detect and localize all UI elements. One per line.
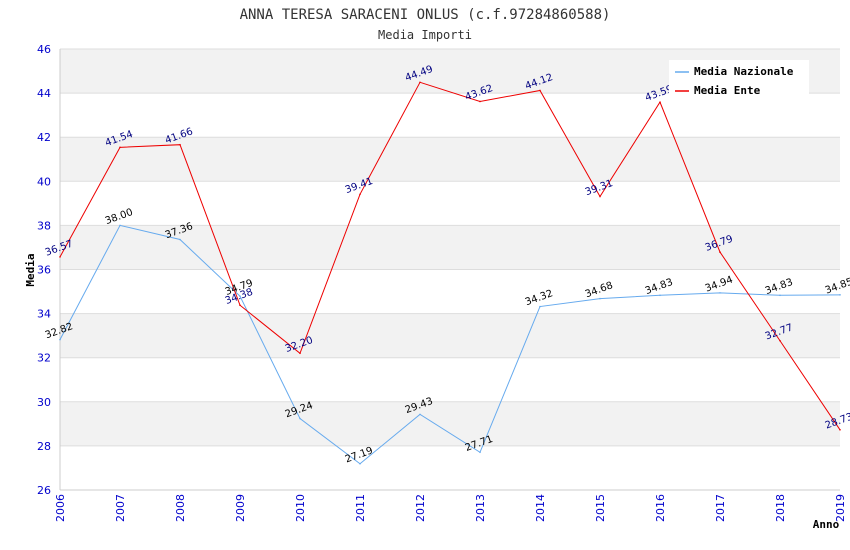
x-tick-label: 2019 (834, 494, 847, 522)
data-point (59, 338, 61, 341)
data-point (119, 146, 121, 149)
grid-bands (60, 49, 840, 446)
data-point (359, 462, 361, 465)
x-tick-label: 2013 (474, 494, 487, 522)
chart-title: ANNA TERESA SARACENI ONLUS (c.f.97284860… (240, 7, 611, 23)
legend-background (669, 60, 809, 98)
x-tick-label: 2010 (294, 494, 307, 522)
y-tick-label: 30 (37, 396, 51, 409)
data-point (479, 451, 481, 454)
x-tick-label: 2006 (54, 494, 67, 522)
grid-band (60, 225, 840, 270)
data-point (299, 417, 301, 420)
series-lines (59, 81, 841, 465)
x-tick-label: 2011 (354, 494, 367, 522)
y-tick-label: 44 (37, 87, 51, 100)
data-point (539, 89, 541, 92)
grid-band (60, 401, 840, 446)
y-tick-label: 28 (37, 440, 51, 453)
y-tick-label: 40 (37, 175, 51, 188)
y-tick-label: 26 (37, 484, 51, 497)
y-tick-label: 32 (37, 352, 51, 365)
data-point (239, 304, 241, 307)
x-tick-label: 2012 (414, 494, 427, 522)
legend-label-media-ente: Media Ente (694, 84, 761, 97)
x-axis-label: Anno (813, 518, 840, 531)
legend-label-media-nazionale: Media Nazionale (694, 65, 794, 78)
data-point (659, 294, 661, 297)
x-tick-label: 2008 (174, 494, 187, 522)
data-point (59, 256, 61, 258)
grid-band (60, 137, 840, 182)
data-point (659, 101, 661, 103)
legend: Media Nazionale Media Ente (669, 60, 809, 98)
data-point (599, 195, 601, 198)
data-label: 27.19 (344, 445, 375, 465)
data-point (539, 305, 541, 308)
data-label: 34.94 (704, 274, 735, 294)
data-point (119, 224, 121, 227)
chart-subtitle: Media Importi (378, 28, 472, 42)
y-axis-label: Media (24, 253, 37, 286)
y-tick-label: 42 (37, 131, 51, 144)
data-point (779, 339, 781, 342)
data-point (479, 100, 481, 103)
x-tick-label: 2007 (114, 494, 127, 522)
x-axis-ticks: 2006 2007 2008 2009 2010 2011 2012 2013 2014 2015… (54, 494, 847, 522)
data-point (419, 413, 421, 416)
y-tick-label: 34 (37, 308, 51, 321)
data-label: 34.83 (644, 277, 675, 297)
y-axis-ticks: 26 28 30 32 34 36 38 40 42 44 46 (37, 43, 51, 497)
data-label: 34.83 (764, 277, 795, 297)
x-tick-label: 2009 (234, 494, 247, 522)
data-point (179, 143, 181, 146)
grid-band (60, 313, 840, 358)
data-point (719, 251, 721, 253)
data-point (839, 294, 841, 296)
data-point (179, 238, 181, 241)
y-tick-label: 36 (37, 264, 51, 277)
gridlines (59, 48, 840, 491)
data-point (299, 352, 301, 355)
data-point (779, 294, 781, 297)
data-point (599, 297, 601, 300)
data-point (719, 292, 721, 294)
data-label: 38.00 (104, 207, 135, 227)
data-label: 34.68 (584, 280, 615, 300)
data-label: 34.85 (824, 276, 850, 296)
x-tick-label: 2018 (774, 494, 787, 522)
data-point (239, 295, 241, 297)
series-line-1 (59, 81, 841, 431)
data-point (419, 81, 421, 84)
data-point (359, 193, 361, 196)
series-line-0 (59, 224, 841, 465)
data-point (839, 429, 841, 431)
x-tick-label: 2017 (714, 494, 727, 522)
x-tick-label: 2014 (534, 494, 547, 522)
y-tick-label: 38 (37, 219, 51, 232)
x-tick-label: 2016 (654, 494, 667, 522)
x-tick-label: 2015 (594, 494, 607, 522)
y-tick-label: 46 (37, 43, 51, 56)
